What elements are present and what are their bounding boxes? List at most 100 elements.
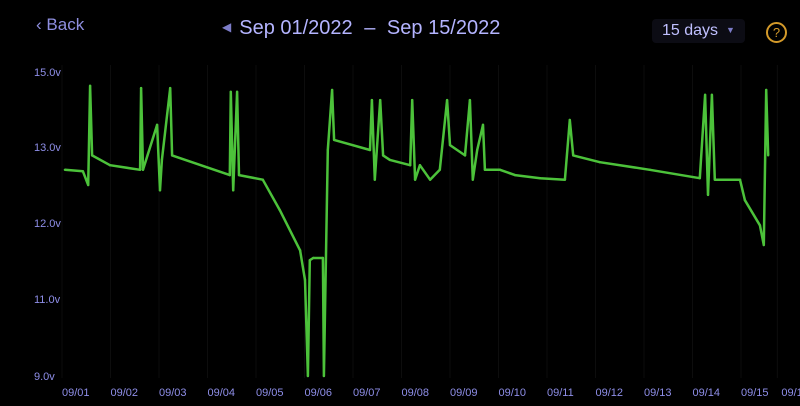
data-point — [471, 178, 474, 181]
data-point — [261, 178, 264, 181]
data-point — [321, 256, 325, 260]
data-point — [330, 88, 334, 92]
data-point — [513, 173, 517, 177]
data-point — [237, 173, 241, 177]
data-point — [648, 168, 652, 171]
data-point — [481, 123, 485, 127]
data-point — [108, 164, 112, 167]
data-point — [409, 164, 412, 167]
data-point — [332, 138, 336, 142]
data-point — [306, 374, 310, 378]
data-point — [698, 176, 701, 180]
data-point — [438, 168, 442, 171]
data-point — [765, 88, 768, 92]
period-dropdown[interactable]: 15 days ▼ — [652, 19, 745, 43]
data-point — [463, 154, 467, 157]
chevron-left-icon: ‹ — [36, 15, 42, 34]
data-point — [322, 374, 326, 378]
x-tick-label: 09/02 — [111, 387, 139, 399]
y-tick-label: 9.0v — [34, 371, 55, 383]
data-point — [713, 178, 717, 181]
x-tick-label: 09/13 — [644, 387, 672, 399]
data-point — [86, 183, 90, 187]
data-point — [232, 189, 235, 192]
data-point — [706, 193, 710, 197]
data-point — [278, 208, 281, 212]
data-point — [598, 161, 602, 164]
data-point — [445, 98, 449, 102]
range-end: Sep 15/2022 — [386, 17, 501, 39]
y-tick-label: 11.0v — [34, 294, 61, 306]
range-separator: – — [364, 17, 376, 39]
header: ‹ Back ◀ Sep 01/2022 – Sep 15/2022 15 day… — [0, 0, 800, 60]
data-point — [170, 154, 174, 157]
data-point — [539, 176, 542, 180]
back-button[interactable]: ‹ Back — [36, 15, 85, 34]
data-point — [448, 143, 452, 147]
data-point — [155, 123, 159, 127]
data-point — [139, 86, 143, 90]
x-tick-label: 09/11 — [547, 387, 574, 399]
data-point — [743, 199, 747, 202]
data-point — [483, 168, 487, 171]
data-point — [378, 98, 382, 102]
x-tick-label: 09/03 — [159, 387, 187, 399]
data-point — [88, 84, 92, 88]
data-point — [428, 178, 432, 181]
data-point — [235, 90, 239, 94]
triangle-left-icon[interactable]: ◀ — [222, 20, 232, 34]
data-point — [229, 90, 232, 94]
data-point — [738, 178, 742, 181]
y-tick-label: 13.0v — [34, 142, 61, 154]
x-tick-label: 09/15 — [741, 387, 769, 399]
range-start: Sep 01/2022 — [239, 17, 353, 39]
x-tick-label: 09/06 — [305, 387, 333, 399]
x-tick-label: 09/05 — [256, 387, 284, 399]
data-point — [762, 243, 765, 247]
data-point — [370, 98, 374, 102]
data-point — [468, 98, 472, 102]
x-tick-label: 09/08 — [402, 387, 430, 399]
x-tick-label: 09/12 — [596, 387, 624, 399]
data-point — [160, 158, 164, 162]
data-point — [413, 178, 417, 181]
data-point — [326, 148, 329, 152]
data-point — [388, 158, 392, 162]
data-point — [410, 98, 414, 102]
data-point — [373, 178, 377, 181]
data-point — [308, 259, 312, 262]
x-tick-label: 09/09 — [450, 387, 478, 399]
data-point — [418, 164, 422, 167]
question-circle-icon[interactable]: ? — [766, 22, 787, 43]
date-range: ◀ Sep 01/2022 – Sep 15/2022 — [222, 17, 500, 40]
caret-down-icon: ▼ — [726, 25, 735, 35]
data-point — [298, 249, 302, 252]
x-tick-label: 09/04 — [208, 387, 236, 399]
x-tick-label: 09/14 — [693, 387, 721, 399]
data-point — [63, 168, 67, 171]
data-point — [81, 170, 85, 173]
voltage-series-line — [64, 84, 770, 378]
data-point — [498, 168, 502, 171]
data-point — [168, 86, 172, 90]
data-point — [571, 154, 575, 157]
data-point — [568, 118, 571, 122]
x-tick-label: 09/01 — [62, 387, 90, 399]
data-point — [758, 224, 762, 227]
data-point — [766, 154, 770, 157]
data-point — [368, 148, 372, 152]
x-tick-label: 09/10 — [499, 387, 527, 399]
x-tick-label: 09/16 — [781, 387, 800, 399]
data-point — [303, 278, 307, 282]
data-point — [381, 154, 385, 157]
data-point — [710, 93, 714, 97]
y-tick-label: 12.0v — [34, 218, 61, 230]
data-point — [90, 154, 94, 157]
data-point — [312, 256, 315, 260]
data-point — [563, 178, 567, 181]
data-point — [703, 93, 707, 97]
data-point — [158, 189, 162, 192]
x-tick-label: 09/07 — [353, 387, 381, 399]
y-tick-label: 15.0v — [34, 67, 61, 79]
